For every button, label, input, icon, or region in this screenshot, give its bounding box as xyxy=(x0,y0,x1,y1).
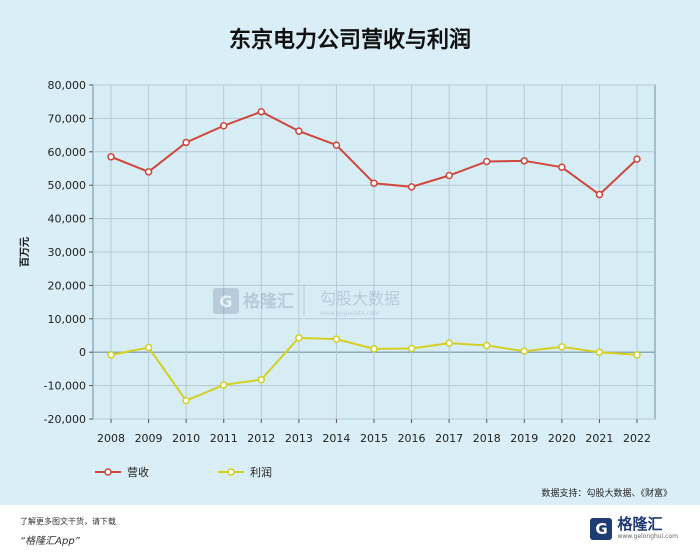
y-axis-label: 百万元 xyxy=(19,237,31,267)
brand-name: 格隆汇 xyxy=(617,515,663,533)
line-chart: G 格隆汇 勾股大数据 www.gogudata.com -20,000 -10,… xyxy=(19,79,656,479)
watermark-left: 格隆汇 xyxy=(243,291,294,312)
data-point xyxy=(558,343,566,351)
series-profit xyxy=(107,334,641,405)
y-tick-label: 20,000 xyxy=(48,279,87,292)
x-tick-label: 2016 xyxy=(398,432,426,445)
promo-line2: “格隆汇App” xyxy=(20,536,80,547)
legend-item: 营收 xyxy=(95,465,149,479)
data-point xyxy=(482,341,491,350)
watermark: G 格隆汇 勾股大数据 www.gogudata.com xyxy=(213,285,400,317)
data-point xyxy=(144,343,153,352)
x-tick-label: 2018 xyxy=(473,432,501,445)
x-tick-label: 2009 xyxy=(135,432,163,445)
data-point xyxy=(520,347,529,355)
y-tick-label: 40,000 xyxy=(48,213,87,226)
x-tick-label: 2019 xyxy=(510,432,538,445)
y-tick-label: 10,000 xyxy=(48,313,87,326)
x-tick-label: 2015 xyxy=(360,432,388,445)
data-point xyxy=(595,348,604,356)
grid xyxy=(93,84,655,420)
x-tick-label: 2012 xyxy=(247,432,275,445)
x-tick-label: 2010 xyxy=(172,432,200,445)
data-point xyxy=(332,141,341,149)
legend-item: 利润 xyxy=(218,465,272,479)
chart-title: 东京电力公司营收与利润 xyxy=(228,28,471,53)
data-point xyxy=(558,163,566,171)
data-point xyxy=(295,334,303,342)
legend-label: 营收 xyxy=(127,465,149,479)
y-tick-label: 60,000 xyxy=(48,146,87,159)
data-point xyxy=(633,351,641,359)
x-tick-label: 2013 xyxy=(285,432,313,445)
footer: 了解更多图文干货，请下载 “格隆汇App” G 格隆汇 www.gelonghu… xyxy=(0,505,700,559)
data-point xyxy=(182,138,190,147)
data-point xyxy=(595,190,604,199)
watermark-right-sub: www.gogudata.com xyxy=(320,310,380,317)
data-point xyxy=(482,157,491,166)
promo-line1: 了解更多图文干货，请下载 xyxy=(20,517,116,526)
watermark-right: 勾股大数据 xyxy=(320,289,400,308)
data-point xyxy=(144,168,153,176)
data-point xyxy=(407,183,416,191)
data-point xyxy=(370,345,378,353)
data-point xyxy=(445,171,453,180)
x-tick-label: 2011 xyxy=(210,432,238,445)
legend-swatch-marker xyxy=(104,468,112,476)
data-point xyxy=(332,335,341,343)
data-point xyxy=(257,375,266,384)
data-point xyxy=(182,396,190,405)
brand-logo-icon: G xyxy=(590,517,613,540)
data-point xyxy=(107,351,115,359)
y-tick-label: 30,000 xyxy=(48,246,87,259)
y-axis-ticks: -20,000 -10,000 0 10,000 20,000 30,000 40,000 5… xyxy=(44,79,93,426)
data-point xyxy=(445,339,453,347)
data-point xyxy=(257,107,266,116)
data-point xyxy=(370,179,378,187)
data-point xyxy=(633,155,641,163)
series-group xyxy=(107,107,641,405)
x-tick-label: 2020 xyxy=(548,432,576,445)
series-revenue xyxy=(107,107,641,199)
x-tick-label: 2022 xyxy=(623,432,651,445)
data-point xyxy=(219,381,228,389)
data-point xyxy=(107,153,115,161)
y-tick-label: -20,000 xyxy=(44,413,86,426)
brand-url: www.gelonghui.com xyxy=(617,533,678,540)
data-point xyxy=(295,127,303,135)
x-tick-label: 2008 xyxy=(97,432,125,445)
source-note: 数据支持：勾股大数据、《财富》 xyxy=(541,489,672,499)
y-tick-label: 0 xyxy=(79,346,86,359)
x-axis-ticks: 2008 2009 2010 2011 2012 2013 2014 2015 2016 2017… xyxy=(97,419,651,445)
legend-swatch-marker xyxy=(227,468,235,476)
x-tick-label: 2014 xyxy=(322,432,350,445)
data-point xyxy=(219,121,228,130)
data-point xyxy=(407,344,416,353)
watermark-logo-letter: G xyxy=(219,292,232,311)
legend: 营收 利润 xyxy=(95,465,272,479)
data-point xyxy=(520,157,529,165)
x-tick-label: 2017 xyxy=(435,432,463,445)
y-tick-label: 80,000 xyxy=(48,79,87,92)
y-tick-label: 70,000 xyxy=(48,112,87,125)
y-tick-label: 50,000 xyxy=(48,179,87,192)
watermark-logo-icon xyxy=(213,288,239,314)
brand: G 格隆汇 www.gelonghui.com xyxy=(590,517,678,540)
y-tick-label: -10,000 xyxy=(44,380,86,393)
legend-label: 利润 xyxy=(250,465,272,479)
x-tick-label: 2021 xyxy=(585,432,613,445)
